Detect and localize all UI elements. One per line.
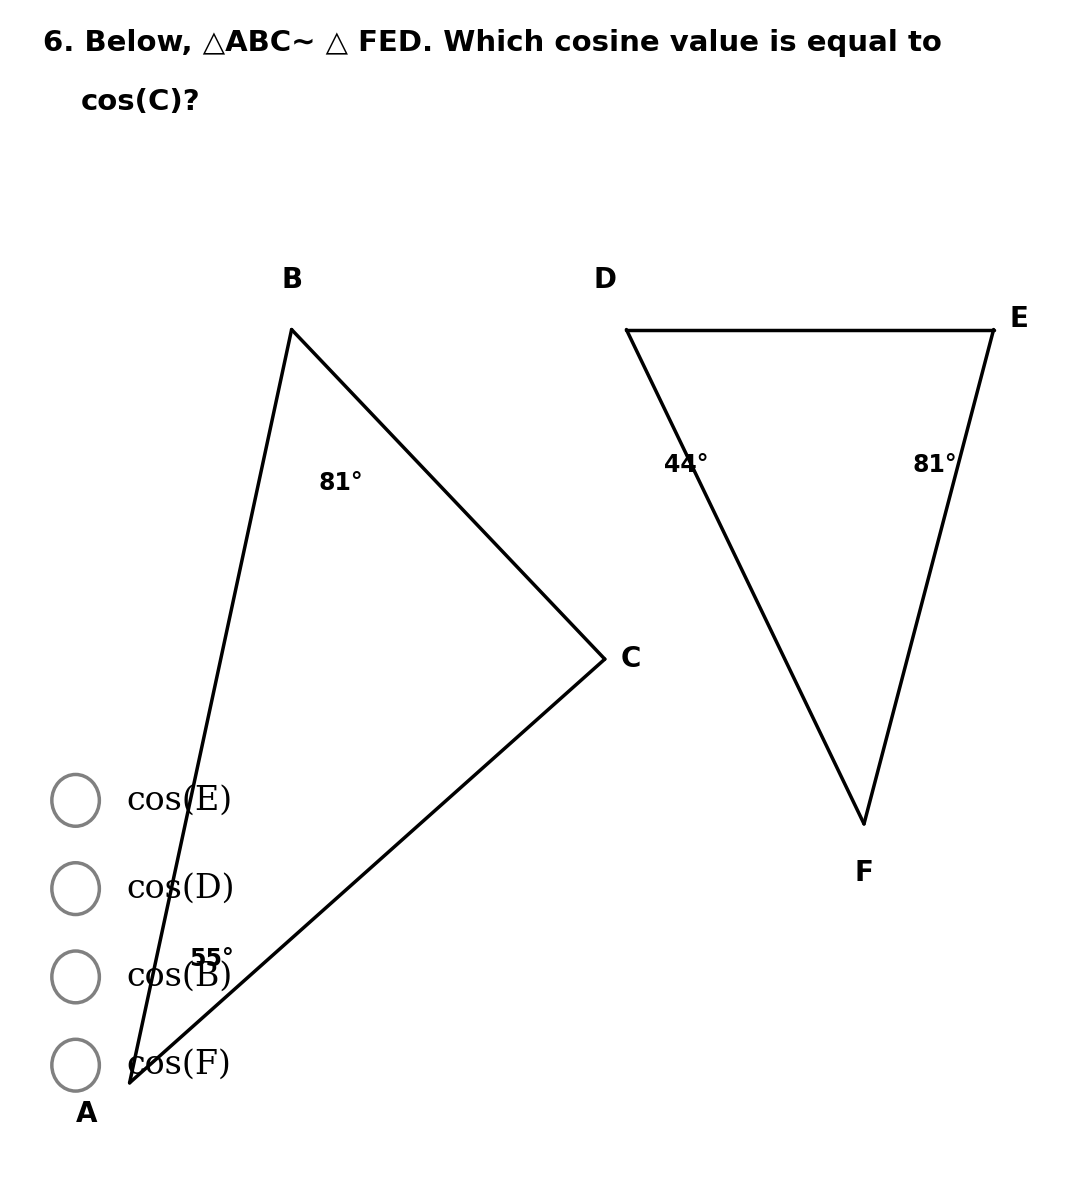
Text: C: C	[621, 645, 642, 673]
Text: cos(C)?: cos(C)?	[81, 88, 201, 117]
Text: cos(D): cos(D)	[126, 872, 234, 905]
Text: 55°: 55°	[189, 947, 234, 971]
Text: 81°: 81°	[913, 453, 957, 477]
Text: cos(F): cos(F)	[126, 1049, 231, 1082]
Text: D: D	[594, 266, 617, 294]
Text: A: A	[76, 1100, 97, 1129]
Text: B: B	[281, 266, 302, 294]
Text: 81°: 81°	[319, 471, 363, 494]
Text: 6. Below, △ABC∼ △ FED. Which cosine value is equal to: 6. Below, △ABC∼ △ FED. Which cosine valu…	[43, 29, 942, 58]
Text: F: F	[854, 859, 874, 887]
Text: E: E	[1010, 305, 1028, 333]
Text: cos(E): cos(E)	[126, 784, 232, 817]
Text: 44°: 44°	[664, 453, 708, 477]
Text: cos(B): cos(B)	[126, 960, 232, 993]
